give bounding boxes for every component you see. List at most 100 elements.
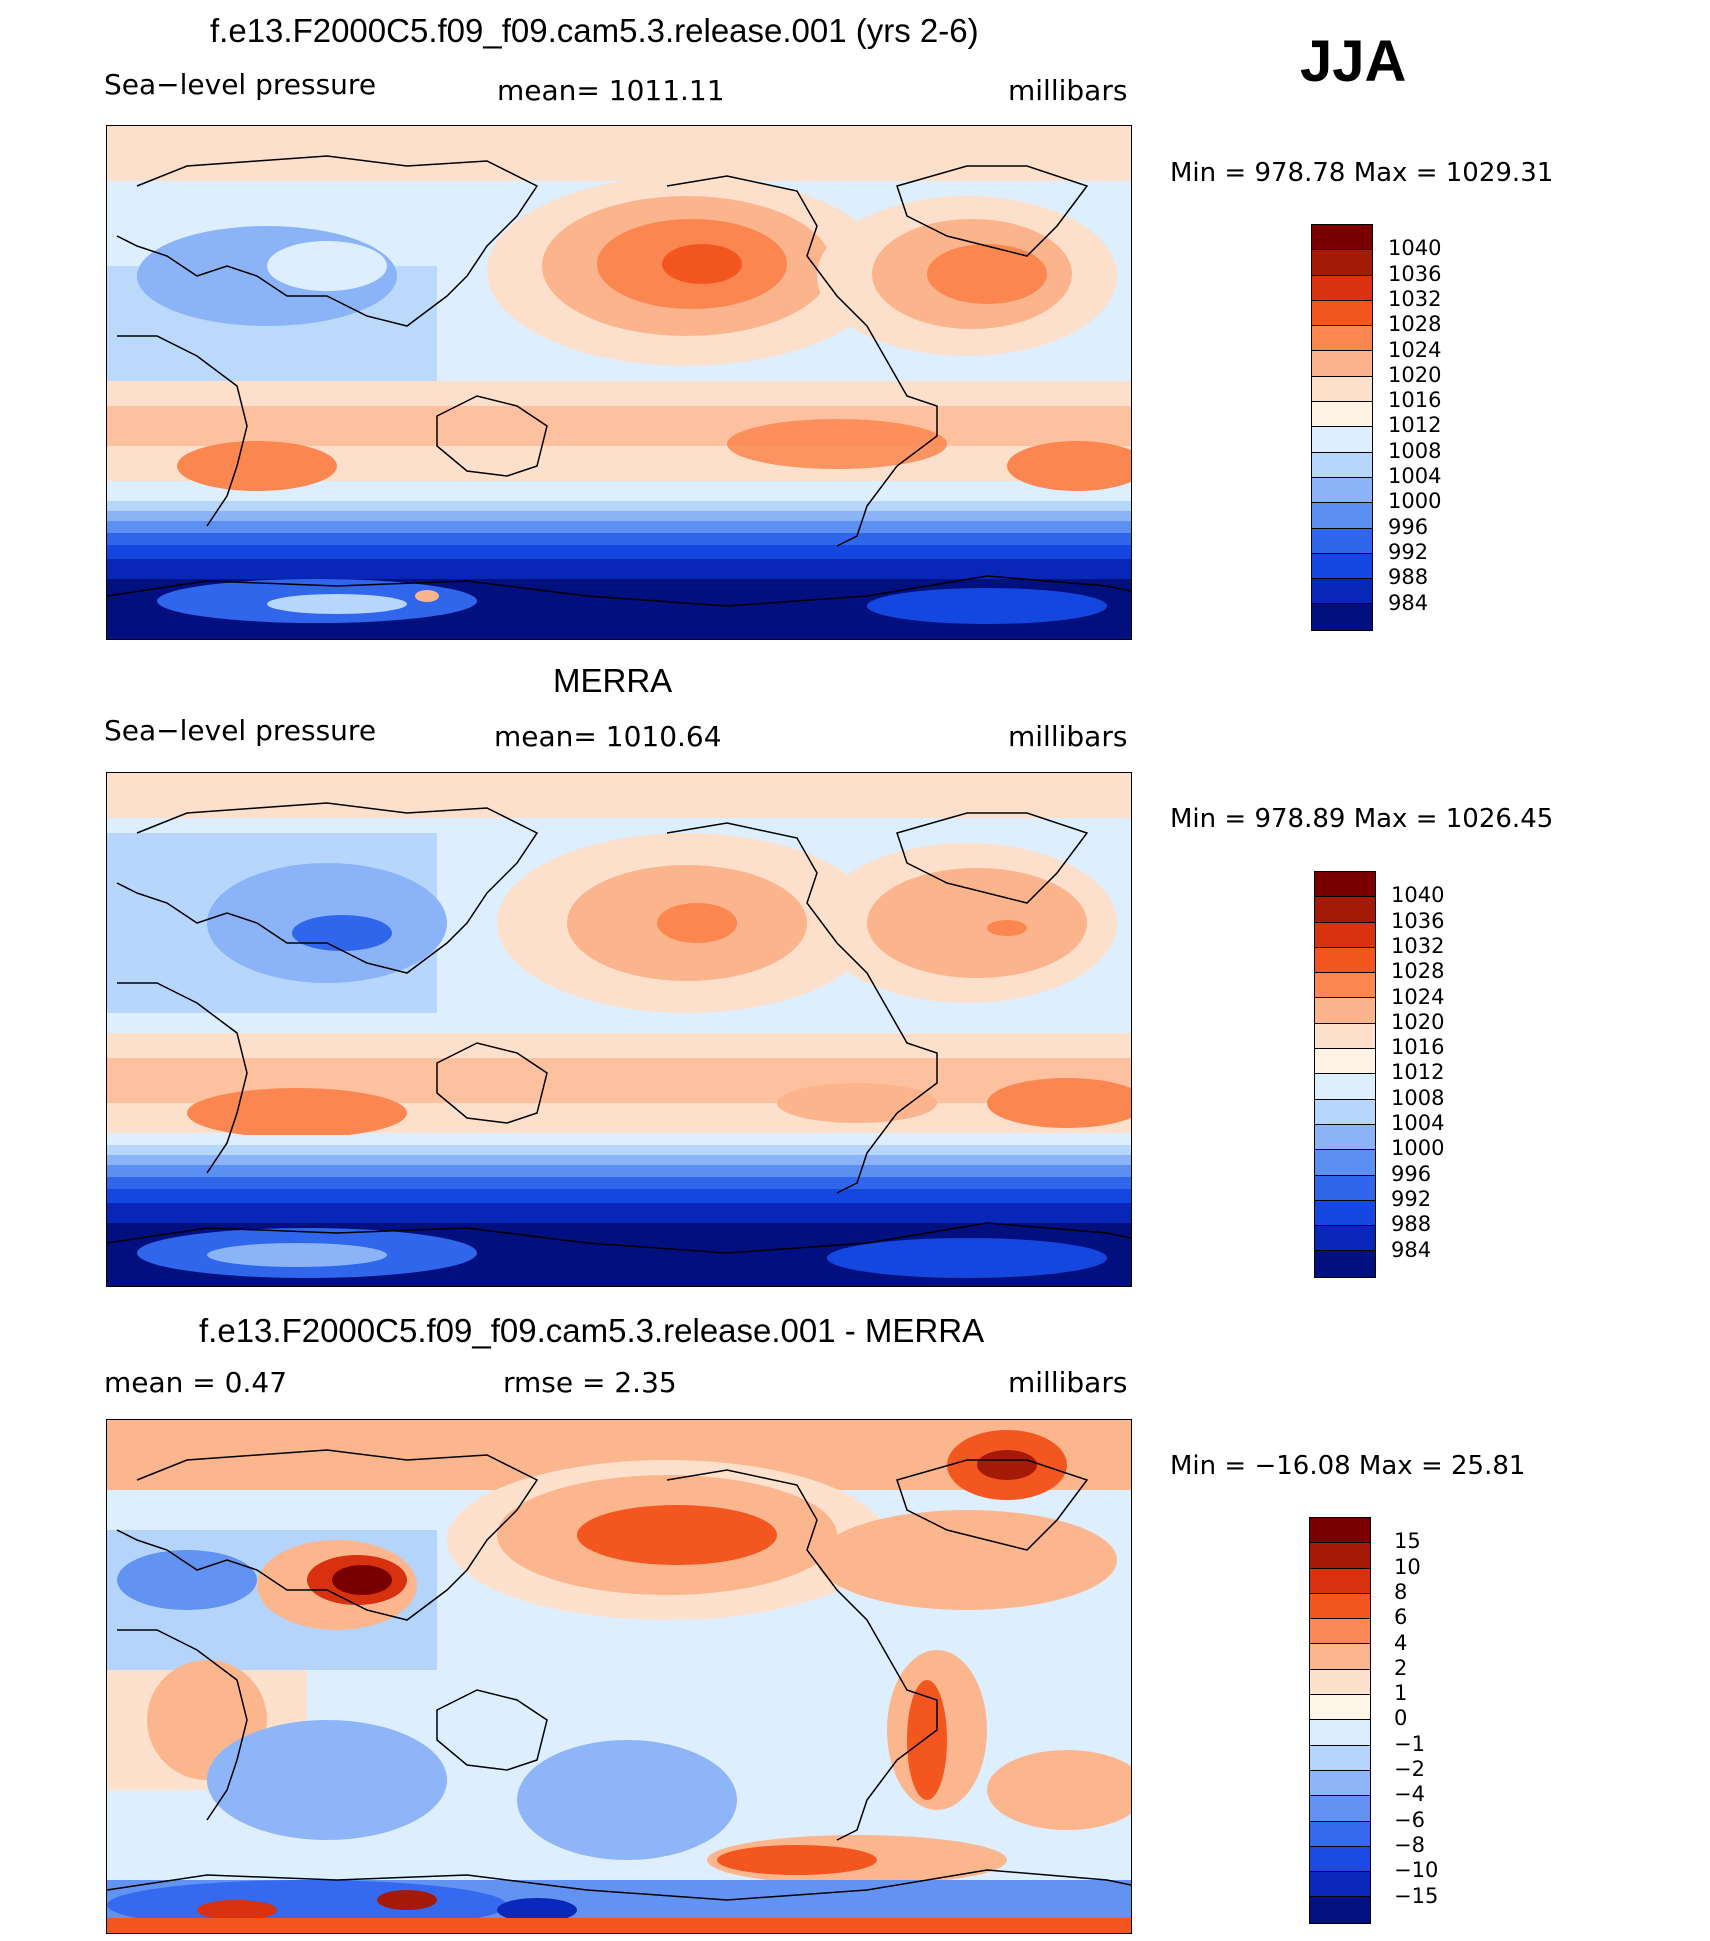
colorbar-swatch <box>1310 1872 1370 1898</box>
colorbar-swatch <box>1312 477 1372 504</box>
colorbar-swatch <box>1312 604 1372 630</box>
colorbar-level-label: 4 <box>1394 1630 1408 1655</box>
colorbar-swatch <box>1310 1518 1370 1544</box>
colorbar-swatch <box>1315 973 1375 999</box>
colorbar-swatch <box>1312 250 1372 276</box>
colorbar-level-label: −15 <box>1394 1883 1439 1908</box>
panel3-map <box>106 1419 1132 1934</box>
colorbar-level-label: −6 <box>1394 1807 1425 1832</box>
panel1-title: f.e13.F2000C5.f09_f09.cam5.3.release.001… <box>210 12 979 49</box>
panel3-units: millibars <box>1008 1366 1128 1399</box>
panel3-mean: mean = 0.47 <box>104 1366 288 1399</box>
colorbar-level-label: −2 <box>1394 1757 1425 1781</box>
colorbar-level-label: −8 <box>1394 1832 1425 1857</box>
panel2-variable: Sea−level pressure <box>104 714 377 747</box>
colorbar-swatch <box>1312 351 1372 377</box>
colorbar-level-label: 1004 <box>1388 464 1442 488</box>
colorbar-level-label: 988 <box>1391 1212 1432 1237</box>
colorbar-level-label: 1020 <box>1391 1009 1445 1034</box>
colorbar-swatch <box>1310 1593 1370 1620</box>
colorbar-level-label: 992 <box>1388 539 1429 564</box>
colorbar-level-label: 15 <box>1394 1529 1421 1554</box>
colorbar-swatch <box>1312 376 1372 403</box>
panel3-title: f.e13.F2000C5.f09_f09.cam5.3.release.001… <box>199 1312 985 1349</box>
colorbar-swatch <box>1315 1124 1375 1151</box>
panel3-minmax: Min = −16.08 Max = 25.81 <box>1170 1451 1526 1481</box>
colorbar-level-label: 1040 <box>1391 883 1445 908</box>
colorbar-level-label: 1036 <box>1391 908 1445 933</box>
colorbar-level-label: 992 <box>1391 1186 1432 1211</box>
panel2-units: millibars <box>1008 720 1128 753</box>
panel1-colorbar <box>1311 224 1373 631</box>
colorbar-swatch <box>1310 1846 1370 1873</box>
colorbar-swatch <box>1315 1251 1375 1277</box>
colorbar-swatch <box>1312 579 1372 605</box>
panel3-colorbar <box>1309 1517 1371 1924</box>
colorbar-swatch <box>1315 1226 1375 1252</box>
colorbar-level-label: 984 <box>1388 590 1429 615</box>
panel2-map-svg <box>107 773 1131 1286</box>
colorbar-swatch <box>1315 1150 1375 1176</box>
colorbar-level-label: 1008 <box>1388 438 1442 463</box>
colorbar-level-label: −1 <box>1394 1731 1425 1756</box>
panel2-colorbar <box>1314 871 1376 1278</box>
colorbar-level-label: 1012 <box>1391 1060 1445 1085</box>
season-label: JJA <box>1300 29 1407 94</box>
colorbar-swatch <box>1315 1099 1375 1125</box>
colorbar-swatch <box>1310 1821 1370 1847</box>
colorbar-swatch <box>1312 326 1372 352</box>
colorbar-swatch <box>1315 922 1375 948</box>
colorbar-level-label: −10 <box>1394 1858 1439 1883</box>
colorbar-level-label: 1032 <box>1391 933 1445 958</box>
colorbar-swatch <box>1310 1770 1370 1797</box>
colorbar-swatch <box>1310 1568 1370 1594</box>
colorbar-level-label: 996 <box>1391 1161 1432 1186</box>
panel2-mean: mean= 1010.64 <box>494 720 722 753</box>
colorbar-swatch <box>1315 1023 1375 1050</box>
colorbar-level-label: 1040 <box>1388 236 1442 261</box>
colorbar-level-label: 1016 <box>1388 388 1442 413</box>
colorbar-swatch <box>1310 1644 1370 1670</box>
colorbar-level-label: 1032 <box>1388 286 1442 311</box>
colorbar-swatch <box>1312 402 1372 428</box>
colorbar-level-label: 1 <box>1394 1681 1408 1706</box>
colorbar-swatch <box>1312 553 1372 580</box>
colorbar-swatch <box>1312 225 1372 251</box>
colorbar-swatch <box>1310 1796 1370 1822</box>
colorbar-swatch <box>1310 1669 1370 1696</box>
colorbar-swatch <box>1315 1200 1375 1227</box>
colorbar-level-label: 988 <box>1388 565 1429 590</box>
colorbar-swatch <box>1310 1543 1370 1569</box>
colorbar-swatch <box>1315 897 1375 923</box>
colorbar-swatch <box>1312 503 1372 529</box>
colorbar-level-label: 8 <box>1394 1579 1408 1604</box>
colorbar-level-label: 6 <box>1394 1605 1408 1630</box>
colorbar-swatch <box>1315 998 1375 1024</box>
colorbar-level-label: 1000 <box>1388 489 1442 514</box>
colorbar-level-label: 1016 <box>1391 1035 1445 1060</box>
colorbar-swatch <box>1315 872 1375 898</box>
colorbar-swatch <box>1312 452 1372 478</box>
colorbar-swatch <box>1312 427 1372 453</box>
colorbar-level-label: 1020 <box>1388 362 1442 387</box>
colorbar-level-label: 1008 <box>1391 1085 1445 1110</box>
colorbar-level-label: 2 <box>1394 1655 1408 1680</box>
panel1-map-svg <box>107 126 1131 639</box>
colorbar-level-label: 1028 <box>1391 959 1445 984</box>
colorbar-level-label: 1028 <box>1388 312 1442 337</box>
colorbar-swatch <box>1310 1720 1370 1746</box>
panel1-minmax: Min = 978.78 Max = 1029.31 <box>1170 158 1554 188</box>
colorbar-level-label: 984 <box>1391 1237 1432 1262</box>
colorbar-level-label: 1024 <box>1391 984 1445 1009</box>
colorbar-level-label: 1024 <box>1388 337 1442 362</box>
colorbar-swatch <box>1310 1695 1370 1721</box>
colorbar-swatch <box>1315 947 1375 974</box>
colorbar-level-label: 1012 <box>1388 413 1442 438</box>
colorbar-swatch <box>1315 1049 1375 1075</box>
colorbar-swatch <box>1312 528 1372 554</box>
colorbar-level-label: 0 <box>1394 1706 1408 1731</box>
panel1-mean: mean= 1011.11 <box>497 74 725 107</box>
colorbar-level-label: 10 <box>1394 1554 1421 1579</box>
panel1-variable: Sea−level pressure <box>104 68 377 101</box>
colorbar-level-label: 1036 <box>1388 261 1442 286</box>
